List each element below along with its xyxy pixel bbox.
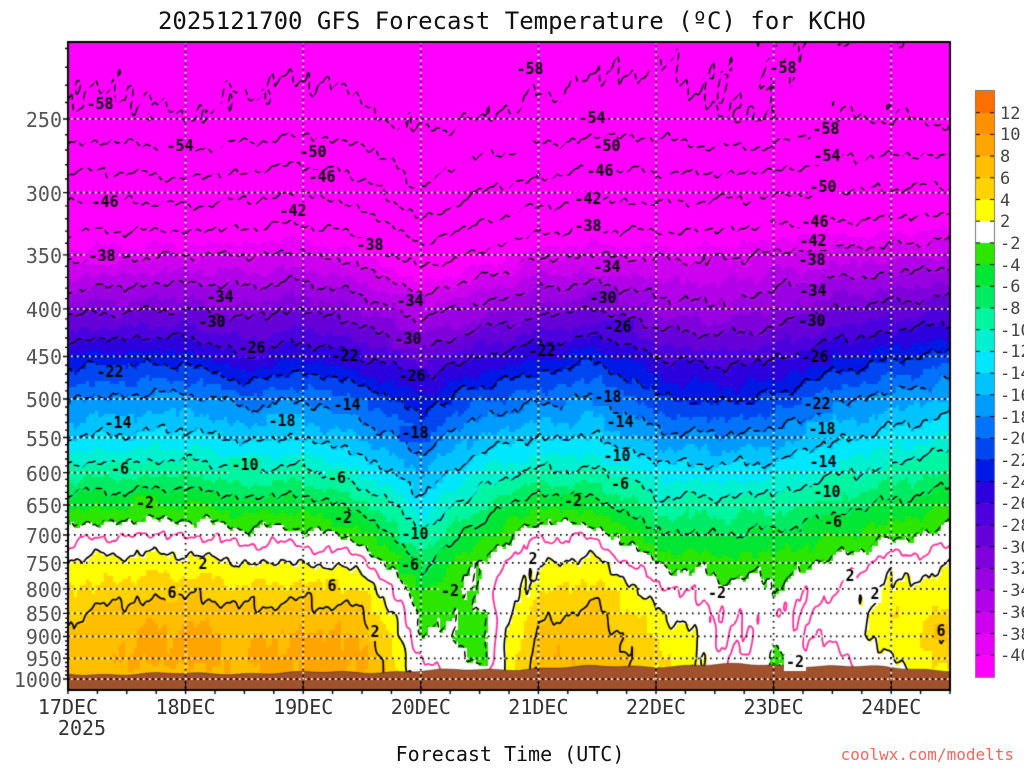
- y-axis-label: 700: [25, 523, 62, 548]
- y-axis-label: 1000: [13, 668, 62, 693]
- x-axis-label: 17DEC: [37, 695, 99, 719]
- y-axis-label: 550: [25, 426, 62, 451]
- x-axis-label: 22DEC: [625, 695, 687, 719]
- x-axis-label: 20DEC: [390, 695, 451, 719]
- y-axis-label: 600: [25, 461, 62, 486]
- colorbar-label: 12: [1000, 103, 1021, 124]
- colorbar-label: -10: [1000, 320, 1024, 341]
- colorbar-label: -24: [1000, 472, 1024, 493]
- y-axis-label: 250: [25, 107, 62, 132]
- x-axis-label: 23DEC: [743, 695, 804, 719]
- y-axis-label: 850: [25, 602, 62, 627]
- x-axis-year-label: 2025: [57, 716, 107, 740]
- colorbar-label: 2: [1000, 212, 1011, 233]
- colorbar-label: 4: [1000, 190, 1011, 211]
- colorbar-label: -6: [1000, 277, 1021, 298]
- colorbar-label: -14: [1000, 364, 1024, 385]
- y-axis-label: 300: [25, 181, 62, 206]
- colorbar-label: -30: [1000, 537, 1024, 558]
- colorbar-label: -18: [1000, 407, 1024, 428]
- y-axis-label: 500: [25, 388, 62, 412]
- colorbar-label: -36: [1000, 602, 1024, 623]
- colorbar-label: 8: [1000, 147, 1011, 168]
- y-axis-label: 450: [25, 345, 62, 370]
- colorbar-label: -28: [1000, 516, 1024, 536]
- colorbar-label: 10: [1000, 125, 1021, 146]
- colorbar-label: -12: [1000, 342, 1024, 363]
- colorbar-label: -34: [1000, 581, 1024, 602]
- y-axis-label: 950: [25, 647, 62, 672]
- colorbar-label: -16: [1000, 385, 1024, 406]
- colorbar-label: -4: [1000, 255, 1021, 276]
- x-axis-label: 19DEC: [273, 695, 334, 719]
- y-axis-label: 900: [25, 625, 62, 650]
- x-axis-label: 18DEC: [155, 695, 216, 719]
- colorbar-label: -32: [1000, 559, 1024, 580]
- colorbar-label: -40: [1000, 646, 1024, 667]
- colorbar-label: -22: [1000, 450, 1024, 471]
- colorbar-label: -2: [1000, 233, 1021, 254]
- colorbar-label: -26: [1000, 494, 1024, 515]
- y-axis-label: 350: [25, 243, 62, 268]
- x-axis-label: 24DEC: [861, 695, 922, 719]
- x-axis-title: Forecast Time (UTC): [395, 742, 625, 766]
- y-axis-label: 750: [25, 551, 62, 576]
- watermark-link[interactable]: coolwx.com/modelts: [840, 745, 1014, 764]
- y-axis-label: 800: [25, 577, 62, 602]
- colorbar-label: -8: [1000, 299, 1021, 319]
- y-axis-label: 650: [25, 493, 62, 518]
- colorbar-label: -38: [1000, 624, 1024, 645]
- chart-title: 2025121700 GFS Forecast Temperature (ºC)…: [157, 7, 866, 35]
- colorbar-label: 6: [1000, 168, 1011, 189]
- x-axis-label: 21DEC: [508, 695, 569, 719]
- y-axis-label: 400: [25, 297, 62, 322]
- colorbar-label: -20: [1000, 429, 1024, 450]
